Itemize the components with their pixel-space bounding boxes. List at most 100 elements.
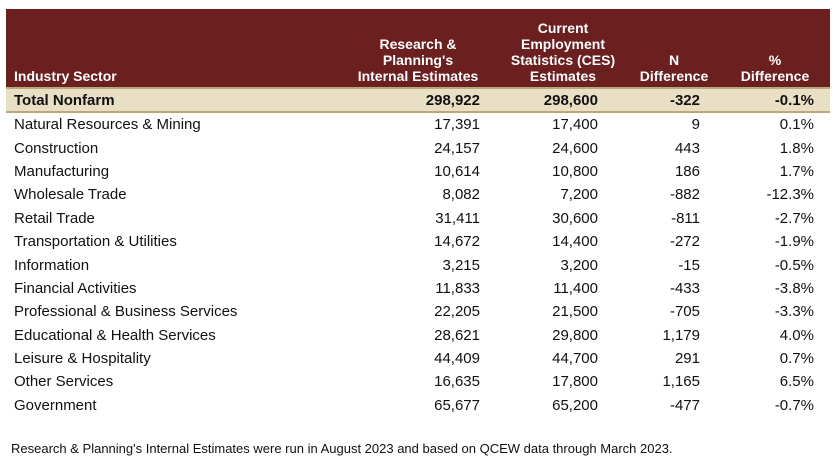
rp-cell: 10,614	[434, 162, 480, 180]
ces-cell: 24,600	[552, 139, 598, 157]
total-rp-cell: 298,922	[338, 87, 498, 113]
sector-cell: Educational & Health Services	[14, 326, 216, 344]
pct-diff-cell: -3.3%	[774, 303, 814, 321]
sector-cell: Professional & Business Services	[14, 303, 238, 321]
pct-diff-cell: -0.7%	[774, 396, 814, 414]
rp-cell: 28,621	[434, 326, 480, 344]
table-row: Information 3,215 3,200 -15 -0.5%	[6, 253, 830, 276]
n-diff-cell: 1,165	[662, 373, 700, 391]
pct-diff-cell: -3.8%	[774, 279, 814, 297]
pct-diff-cell: 0.1%	[779, 116, 814, 134]
ces-cell: 21,500	[552, 303, 598, 321]
sector-cell: Other Services	[14, 373, 114, 391]
total-ces-cell: 298,600	[498, 87, 628, 113]
pct-diff-cell: 6.5%	[779, 373, 814, 391]
pct-diff-cell: 1.8%	[779, 139, 814, 157]
header-industry-sector-label: Industry Sector	[14, 68, 117, 84]
pct-diff-cell: -0.5%	[774, 256, 814, 274]
total-n-diff-cell: -322	[628, 87, 720, 113]
employment-estimates-table-wrap: Industry Sector Research & Planning's In…	[6, 9, 830, 417]
ces-cell: 14,400	[552, 233, 598, 251]
rp-cell: 22,205	[434, 303, 480, 321]
sector-cell: Wholesale Trade	[14, 186, 127, 204]
rp-cell: 16,635	[434, 373, 480, 391]
footnote: Research & Planning's Internal Estimates…	[11, 441, 673, 456]
sector-cell: Leisure & Hospitality	[14, 350, 151, 368]
header-pct-line1: %	[768, 52, 782, 68]
header-n-difference: N Difference	[628, 9, 720, 88]
ces-cell: 29,800	[552, 326, 598, 344]
rp-cell: 3,215	[442, 256, 480, 274]
header-ces-line2: Employment	[520, 36, 605, 52]
n-diff-cell: -811	[671, 209, 700, 227]
header-rp-line1: Research &	[379, 36, 457, 52]
pct-diff-cell: 1.7%	[779, 162, 814, 180]
table-header-row: Industry Sector Research & Planning's In…	[6, 9, 830, 88]
header-ces-line3: Statistics (CES)	[510, 52, 616, 68]
header-n-line2: Difference	[639, 68, 709, 84]
ces-cell: 30,600	[552, 209, 598, 227]
sector-cell: Financial Activities	[14, 279, 137, 297]
table-row: Retail Trade 31,411 30,600 -811 -2.7%	[6, 207, 830, 230]
n-diff-cell: -705	[669, 303, 700, 321]
table-row: Government 65,677 65,200 -477 -0.7%	[6, 394, 830, 417]
sector-cell: Transportation & Utilities	[14, 233, 177, 251]
n-diff-cell: -477	[669, 396, 700, 414]
sector-cell: Manufacturing	[14, 162, 110, 180]
rp-cell: 44,409	[434, 350, 480, 368]
table-row: Professional & Business Services 22,205 21…	[6, 300, 830, 323]
n-diff-cell: -272	[669, 233, 700, 251]
table-row: Manufacturing 10,614 10,800 186 1.7%	[6, 160, 830, 183]
pct-diff-cell: 4.0%	[779, 326, 814, 344]
rp-cell: 65,677	[434, 396, 480, 414]
ces-cell: 65,200	[552, 396, 598, 414]
total-row: Total Nonfarm 298,922 298,600 -322 -0.1%	[6, 87, 830, 113]
table-row: Other Services 16,635 17,800 1,165 6.5%	[6, 370, 830, 393]
header-n-line1: N	[668, 52, 680, 68]
ces-cell: 17,800	[552, 373, 598, 391]
sector-cell: Natural Resources & Mining	[14, 116, 201, 134]
ces-cell: 17,400	[552, 116, 598, 134]
table-row: Leisure & Hospitality 44,409 44,700 291 0.7%	[6, 347, 830, 370]
employment-estimates-table: Industry Sector Research & Planning's In…	[6, 9, 830, 417]
ces-cell: 11,400	[553, 279, 598, 297]
rp-cell: 17,391	[434, 116, 480, 134]
n-diff-cell: 443	[674, 139, 700, 157]
rp-cell: 31,411	[435, 209, 480, 227]
rp-cell: 11,833	[435, 279, 480, 297]
n-diff-cell: 186	[674, 162, 700, 180]
header-pct-difference: % Difference	[720, 9, 830, 88]
pct-diff-cell: 0.7%	[779, 350, 814, 368]
ces-cell: 10,800	[552, 162, 598, 180]
pct-diff-cell: -2.7%	[774, 209, 814, 227]
n-diff-cell: 1,179	[662, 326, 700, 344]
header-rp-line2: Planning's	[382, 52, 454, 68]
table-row: Transportation & Utilities 14,672 14,400 -2…	[6, 230, 830, 253]
n-diff-cell: -433	[669, 279, 700, 297]
table-row: Wholesale Trade 8,082 7,200 -882 -12.3%	[6, 183, 830, 206]
n-diff-cell: 9	[691, 116, 700, 134]
n-diff-cell: -882	[669, 186, 700, 204]
table-row: Educational & Health Services 28,621 29,80…	[6, 324, 830, 347]
header-ces-estimates: Current Employment Statistics (CES) Esti…	[498, 9, 628, 88]
header-rp-line3: Internal Estimates	[357, 68, 479, 84]
sector-cell: Construction	[14, 139, 99, 157]
total-sector-cell: Total Nonfarm	[6, 87, 338, 113]
header-pct-line2: Difference	[740, 68, 810, 84]
header-rp-estimates: Research & Planning's Internal Estimates	[338, 9, 498, 88]
n-diff-cell: 291	[674, 350, 700, 368]
total-pct-diff-cell: -0.1%	[720, 87, 830, 113]
sector-cell: Retail Trade	[14, 209, 95, 227]
pct-diff-cell: -12.3%	[766, 186, 814, 204]
pct-diff-cell: -1.9%	[774, 233, 814, 251]
header-ces-line1: Current	[537, 20, 589, 36]
n-diff-cell: -15	[678, 256, 700, 274]
rp-cell: 14,672	[434, 233, 480, 251]
header-ces-line4: Estimates	[529, 68, 597, 84]
rp-cell: 8,082	[442, 186, 480, 204]
sector-cell: Information	[14, 256, 90, 274]
rp-cell: 24,157	[434, 139, 480, 157]
table-row: Natural Resources & Mining 17,391 17,400 9 0…	[6, 112, 830, 136]
ces-cell: 7,200	[560, 186, 598, 204]
table-row: Construction 24,157 24,600 443 1.8%	[6, 136, 830, 159]
